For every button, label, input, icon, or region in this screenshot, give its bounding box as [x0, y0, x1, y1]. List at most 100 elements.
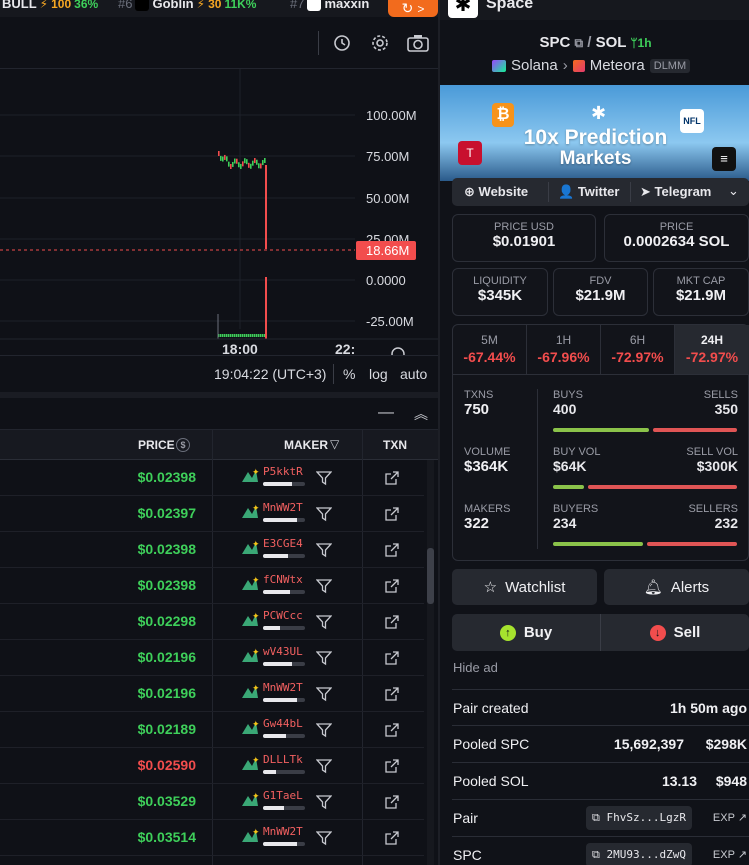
ticker-item[interactable]: #6 Goblin ⚡ 30 11K% — [118, 0, 256, 11]
ticker-next-button[interactable]: ↻ > — [388, 0, 438, 17]
maker-cell[interactable]: ✦ MnWW2T — [240, 824, 310, 852]
log-toggle[interactable]: log — [369, 366, 388, 382]
chevron-up-double-icon[interactable]: ︽ — [414, 406, 428, 422]
filter-icon[interactable]: ▽ — [330, 437, 340, 451]
external-link-icon[interactable] — [384, 470, 400, 486]
sell-portion — [653, 428, 737, 432]
tab-change: -72.97% — [611, 349, 664, 365]
alerts-button[interactable]: 🔔︎ Alerts — [604, 569, 749, 605]
filter-icon[interactable] — [315, 650, 333, 666]
external-link-icon[interactable] — [384, 614, 400, 630]
fdv-box: FDV $21.9M — [553, 268, 648, 316]
ad-banner[interactable]: ₿ T NFL ≡ ✱ 10x Prediction Markets — [440, 85, 749, 181]
maker-cell[interactable]: ✦ MnWW2T — [240, 500, 310, 528]
watchlist-button[interactable]: ☆ Watchlist — [452, 569, 597, 605]
copy-icon[interactable]: ⧉ — [574, 36, 584, 50]
camera-icon[interactable] — [406, 31, 430, 55]
maker-cell[interactable]: ✦ DLLLTk — [240, 752, 310, 780]
maker-cell[interactable]: ✦ PCWCcc — [240, 608, 310, 636]
settings-icon[interactable] — [391, 347, 405, 355]
external-link-icon[interactable] — [384, 830, 400, 846]
filter-icon[interactable] — [315, 686, 333, 702]
pair-address-chip[interactable]: ⧉ FhvSz...LgzR — [586, 806, 692, 830]
panel-divider[interactable] — [0, 392, 438, 398]
col-maker: MAKER — [284, 438, 328, 452]
trade-row[interactable]: $0.03529 ✦ G1TaeL — [0, 784, 424, 820]
timeframe-tab[interactable]: 24H -72.97% — [675, 325, 749, 374]
trade-row[interactable]: $0.03514 ✦ MnWW2T — [0, 820, 424, 856]
external-link-icon[interactable] — [384, 758, 400, 774]
trade-row[interactable]: $0.02398 ✦ P5kktR — [0, 460, 424, 496]
maker-cell[interactable]: ✦ wV43UL — [240, 644, 310, 672]
trade-row[interactable]: $0.02196 ✦ wV43UL — [0, 640, 424, 676]
trade-row[interactable]: $0.02397 ✦ MnWW2T — [0, 496, 424, 532]
external-link-icon[interactable] — [384, 578, 400, 594]
trade-row[interactable]: $0.02398 ✦ E3CGE4 — [0, 532, 424, 568]
external-link-icon[interactable] — [384, 722, 400, 738]
trade-row[interactable]: $0.02398 ✦ fCNWtx — [0, 568, 424, 604]
svg-text:✦: ✦ — [252, 792, 260, 801]
maker-cell[interactable]: ✦ E3CGE4 — [240, 536, 310, 564]
trades-scrollbar[interactable] — [427, 460, 434, 865]
currency-toggle-icon[interactable]: $ — [176, 438, 190, 452]
trade-row[interactable]: $0.02590 ✦ DLLLTk — [0, 748, 424, 784]
y-tick-label: 75.00M — [366, 149, 409, 164]
filter-icon[interactable] — [315, 614, 333, 630]
minimize-icon[interactable]: — — [378, 404, 394, 421]
external-link-icon[interactable] — [384, 686, 400, 702]
price-chart[interactable]: 100.00M 75.00M 50.00M 25.00M 0.0000 -25.00M 18… — [0, 17, 438, 392]
maker-cell[interactable]: ✦ P5kktR — [240, 464, 310, 492]
filter-icon[interactable] — [315, 470, 333, 486]
percent-toggle[interactable]: % — [343, 366, 356, 382]
buyers: 234 — [553, 515, 577, 531]
filter-icon[interactable] — [315, 542, 333, 558]
explorer-link[interactable]: EXP ↗ — [713, 848, 747, 861]
external-link-icon[interactable] — [384, 506, 400, 522]
trending-ticker: BULL ⚡ 100 36% #6 Goblin ⚡ 30 11K% #7 ma… — [0, 0, 440, 17]
filter-icon[interactable] — [315, 578, 333, 594]
chevron-right-icon: › — [562, 57, 568, 74]
auto-toggle[interactable]: auto — [400, 366, 428, 382]
maker-cell[interactable]: ✦ Gw44bL — [240, 716, 310, 744]
buy-vol-label: BUY VOL — [553, 446, 601, 458]
website-link[interactable]: ⊕ Website — [464, 184, 528, 200]
explorer-link[interactable]: EXP ↗ — [713, 811, 747, 824]
sells-stat: SELLS 350 — [704, 389, 738, 417]
twitter-link[interactable]: 👤 Twitter — [558, 184, 619, 200]
ticker-item[interactable]: BULL ⚡ 100 36% — [2, 0, 98, 11]
timeframe-tab[interactable]: 1H -67.96% — [527, 325, 601, 374]
chevron-down-icon[interactable]: ⌄ — [728, 183, 739, 198]
filter-icon[interactable] — [315, 758, 333, 774]
hide-ad-link[interactable]: Hide ad — [453, 660, 498, 675]
ticker-item[interactable]: #7 maxxin — [290, 0, 369, 11]
timeframe-tab[interactable]: 6H -72.97% — [601, 325, 675, 374]
trade-row[interactable]: $0.02189 ✦ Gw44bL — [0, 712, 424, 748]
external-link-icon[interactable] — [384, 650, 400, 666]
filter-icon[interactable] — [315, 794, 333, 810]
trade-row[interactable]: $0.02298 ✦ PCWCcc — [0, 604, 424, 640]
maker-cell[interactable]: ✦ fCNWtx — [240, 572, 310, 600]
gear-icon[interactable] — [368, 31, 392, 55]
scroll-thumb[interactable] — [427, 548, 434, 604]
buy-button[interactable]: ↑ Buy — [452, 614, 600, 651]
filter-icon[interactable] — [315, 506, 333, 522]
filter-icon[interactable] — [315, 722, 333, 738]
timeframe-tab[interactable]: 5M -67.44% — [453, 325, 527, 374]
dex-name[interactable]: Meteora — [589, 57, 645, 74]
chart-plot[interactable]: 100.00M75.00M50.00M25.00M0.0000-25.00M18… — [0, 69, 438, 355]
maker-cell[interactable]: ✦ G1TaeL — [240, 788, 310, 816]
alert-clock-icon[interactable] — [330, 31, 354, 55]
external-link-icon[interactable] — [384, 542, 400, 558]
flame-icon: ⚡ — [39, 0, 49, 11]
spc-address-chip[interactable]: ⧉ 2MU93...dZwQ — [586, 843, 692, 865]
nfl-icon: NFL — [680, 109, 704, 133]
maker-cell[interactable]: ✦ MnWW2T — [240, 680, 310, 708]
filter-icon[interactable] — [315, 830, 333, 846]
trade-row[interactable]: $0.02196 ✦ MnWW2T — [0, 676, 424, 712]
chain-name[interactable]: Solana — [511, 57, 558, 74]
buy-portion — [553, 485, 584, 489]
external-link-icon[interactable] — [384, 794, 400, 810]
col-price[interactable]: PRICE — [138, 438, 175, 452]
sell-button[interactable]: ↓ Sell — [600, 614, 749, 651]
telegram-link[interactable]: ➤ Telegram — [640, 184, 711, 200]
